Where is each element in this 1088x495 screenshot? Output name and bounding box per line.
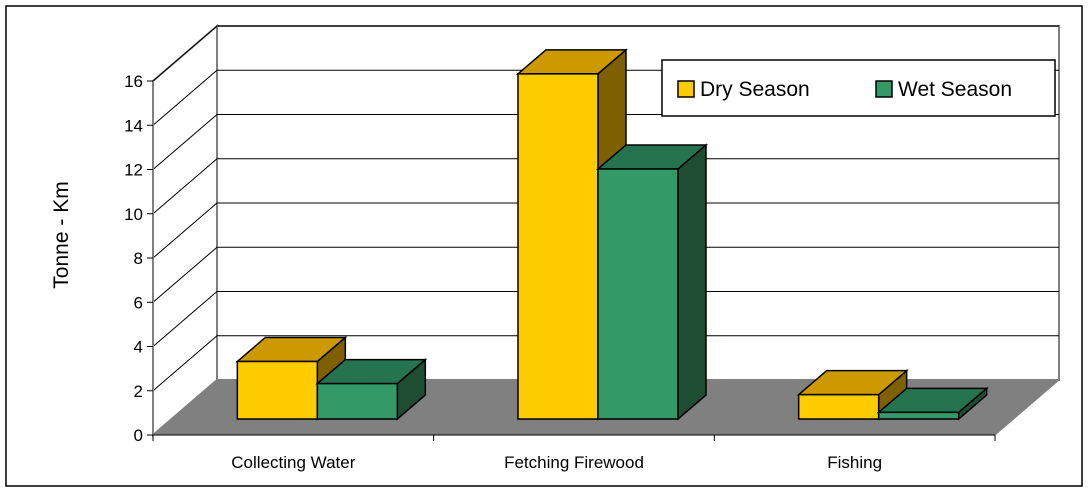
y-tick-label: 8 xyxy=(134,249,143,268)
bars xyxy=(235,48,989,421)
y-tick-label: 16 xyxy=(124,72,143,91)
gridline xyxy=(152,158,1059,215)
y-tick-label: 4 xyxy=(134,338,143,357)
gridline xyxy=(152,246,1059,303)
gridline xyxy=(152,202,1059,259)
x-tick-label-fishing: Fishing xyxy=(827,453,882,472)
legend: Dry Season Wet Season xyxy=(661,59,1056,117)
bar-wet-season-fetching-firewood xyxy=(595,143,709,421)
y-axis-title: Tonne - Km xyxy=(50,181,73,288)
legend-item-wet-season: Wet Season xyxy=(875,78,1012,101)
legend-swatch xyxy=(875,80,893,98)
y-tick-label: 0 xyxy=(134,426,143,445)
y-tick-label: 6 xyxy=(134,293,143,312)
y-tick-label: 14 xyxy=(124,116,143,135)
gridline xyxy=(152,25,1059,82)
gridline xyxy=(152,335,1059,392)
x-axis: Collecting Water Fetching Firewood Fishing xyxy=(152,434,996,472)
x-tick-label-fetching-firewood: Fetching Firewood xyxy=(504,453,644,472)
bar-wet-season-fishing xyxy=(876,386,989,421)
legend-box xyxy=(661,59,1056,117)
legend-label: Wet Season xyxy=(898,78,1012,101)
legend-label: Dry Season xyxy=(700,78,810,101)
y-tick-label: 10 xyxy=(124,205,143,224)
y-tick-label: 2 xyxy=(134,382,143,401)
legend-swatch xyxy=(677,80,695,98)
y-tick-label: 12 xyxy=(124,161,143,180)
x-tick-label-collecting-water: Collecting Water xyxy=(231,453,355,472)
legend-item-dry-season: Dry Season xyxy=(677,78,810,101)
gridline xyxy=(152,291,1059,347)
bar-wet-season-collecting-water xyxy=(315,357,428,421)
y-axis: 0 2 4 6 8 10 12 14 16 xyxy=(124,72,154,445)
